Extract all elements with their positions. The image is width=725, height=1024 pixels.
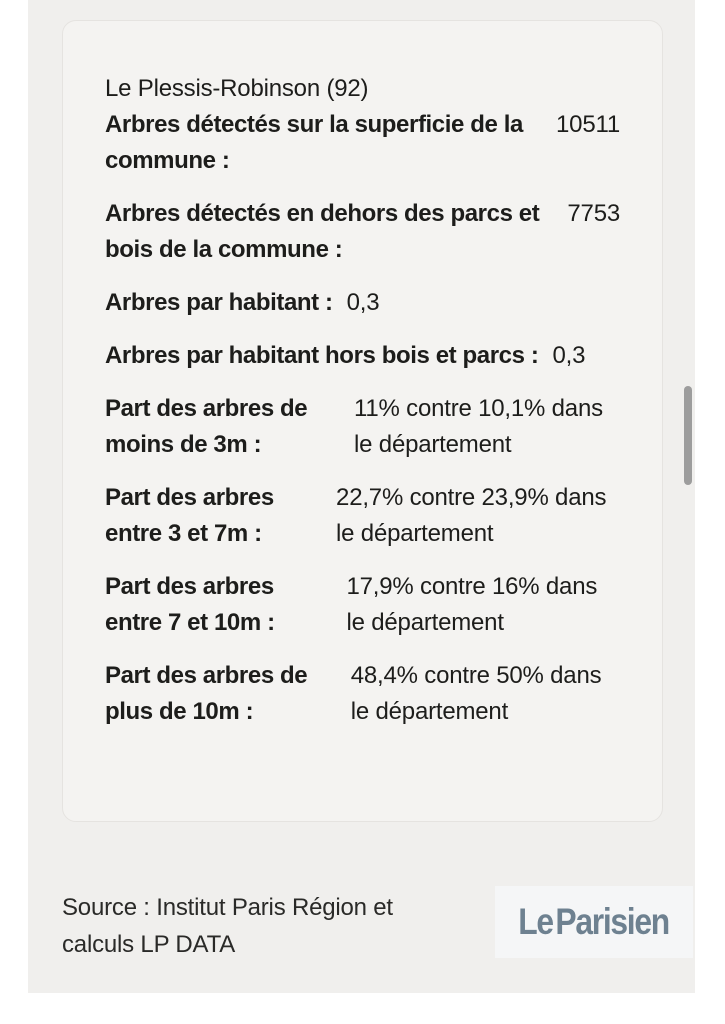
stats-list: Arbres détectés sur la superficie de la … bbox=[105, 107, 620, 730]
commune-title: Le Plessis-Robinson (92) bbox=[105, 75, 369, 102]
stat-row: Part des arbres de moins de 3m : 11% con… bbox=[105, 391, 620, 463]
logo-parisien: Parisien bbox=[555, 901, 671, 942]
stat-label: Arbres par habitant hors bois et parcs : bbox=[105, 342, 539, 369]
stat-label: Part des arbres entre 3 et 7m : bbox=[105, 484, 274, 547]
stat-value: 7753 bbox=[567, 200, 620, 227]
stat-label: Part des arbres de moins de 3m : bbox=[105, 395, 308, 458]
stat-label: Arbres par habitant : bbox=[105, 289, 333, 316]
stat-value: 10511 bbox=[556, 111, 620, 138]
stat-label: Part des arbres de plus de 10m : bbox=[105, 662, 308, 725]
stat-row: Arbres par habitant hors bois et parcs :… bbox=[105, 338, 620, 374]
stats-card: Le Plessis-Robinson (92) Arbres détectés… bbox=[62, 20, 663, 822]
stat-label: Arbres détectés en dehors des parcs et b… bbox=[105, 200, 540, 263]
stat-value: 0,3 bbox=[346, 289, 380, 316]
stat-value: 11% contre 10,1% dans le département bbox=[354, 395, 603, 458]
le-parisien-logo-box: LeParisien bbox=[495, 886, 693, 958]
source-text: Source : Institut Paris Région et calcul… bbox=[62, 894, 393, 958]
stat-row: Arbres détectés sur la superficie de la … bbox=[105, 107, 620, 179]
stat-row: Part des arbres entre 7 et 10m : 17,9% c… bbox=[105, 569, 620, 641]
stat-value: 48,4% contre 50% dans le département bbox=[350, 662, 602, 725]
stat-row: Part des arbres entre 3 et 7m : 22,7% co… bbox=[105, 480, 620, 552]
content-panel: Le Plessis-Robinson (92) Arbres détectés… bbox=[28, 0, 695, 993]
stat-label: Part des arbres entre 7 et 10m : bbox=[105, 573, 275, 636]
stat-value: 22,7% contre 23,9% dans le département bbox=[336, 484, 607, 547]
stat-row: Arbres par habitant : 0,3 bbox=[105, 285, 620, 321]
stat-value: 0,3 bbox=[552, 342, 586, 369]
stat-value: 17,9% contre 16% dans le département bbox=[346, 573, 598, 636]
stat-row: Arbres détectés en dehors des parcs et b… bbox=[105, 196, 620, 268]
logo-le: Le bbox=[518, 901, 555, 942]
scrollbar-track[interactable] bbox=[695, 0, 725, 1024]
scrollbar-thumb[interactable] bbox=[684, 386, 692, 485]
stat-row: Part des arbres de plus de 10m : 48,4% c… bbox=[105, 658, 620, 730]
le-parisien-logo: LeParisien bbox=[518, 901, 671, 943]
stat-label: Arbres détectés sur la superficie de la … bbox=[105, 111, 523, 174]
